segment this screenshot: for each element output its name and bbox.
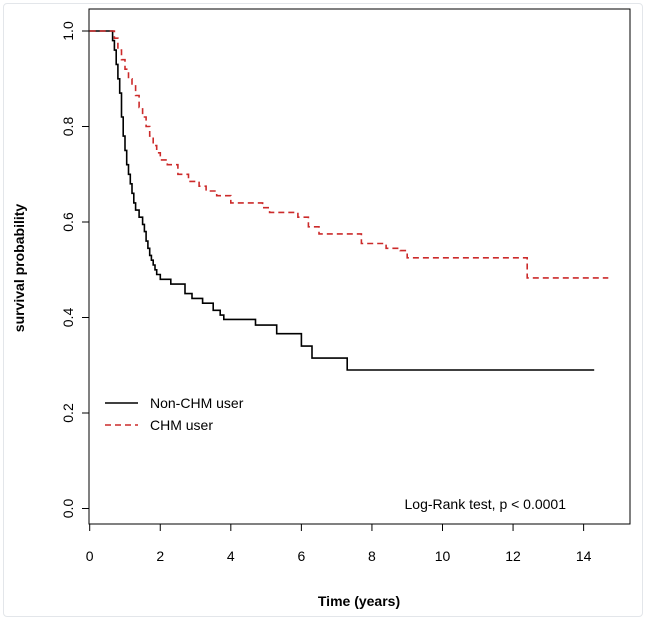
x-tick-label-7: 14 (576, 548, 592, 564)
x-axis-title: Time (years) (318, 593, 400, 609)
y-axis: 0.0 0.2 0.4 0.6 0.8 1.0 (60, 21, 90, 519)
x-tick-label-5: 10 (435, 548, 451, 564)
y-tick-label-3: 0.6 (60, 212, 76, 232)
x-tick-label-4: 8 (368, 548, 376, 564)
log-rank-annotation: Log-Rank test, p < 0.0001 (405, 496, 567, 512)
legend-label-chm: CHM user (150, 417, 213, 433)
x-axis: 0 2 4 6 8 10 12 14 (86, 523, 592, 564)
y-tick-label-5: 1.0 (60, 21, 76, 41)
x-tick-label-0: 0 (86, 548, 94, 564)
plot-box (88, 8, 631, 525)
y-tick-label-0: 0.0 (60, 499, 76, 519)
y-tick-label-2: 0.4 (60, 308, 76, 328)
y-axis-title: survival probability (11, 204, 27, 333)
x-tick-label-2: 4 (227, 548, 235, 564)
series-line-chm-user (89, 30, 609, 279)
x-tick-label-1: 2 (156, 548, 164, 564)
x-tick-label-3: 6 (297, 548, 305, 564)
y-tick-label-4: 0.8 (60, 117, 76, 137)
legend-label-non-chm: Non-CHM user (150, 395, 244, 411)
series-line-non-chm-user (89, 30, 595, 371)
legend: Non-CHM user CHM user (105, 395, 244, 433)
figure-frame (3, 3, 643, 617)
series-layer (89, 30, 609, 371)
x-tick-label-6: 12 (505, 548, 521, 564)
y-tick-label-1: 0.2 (60, 403, 76, 423)
